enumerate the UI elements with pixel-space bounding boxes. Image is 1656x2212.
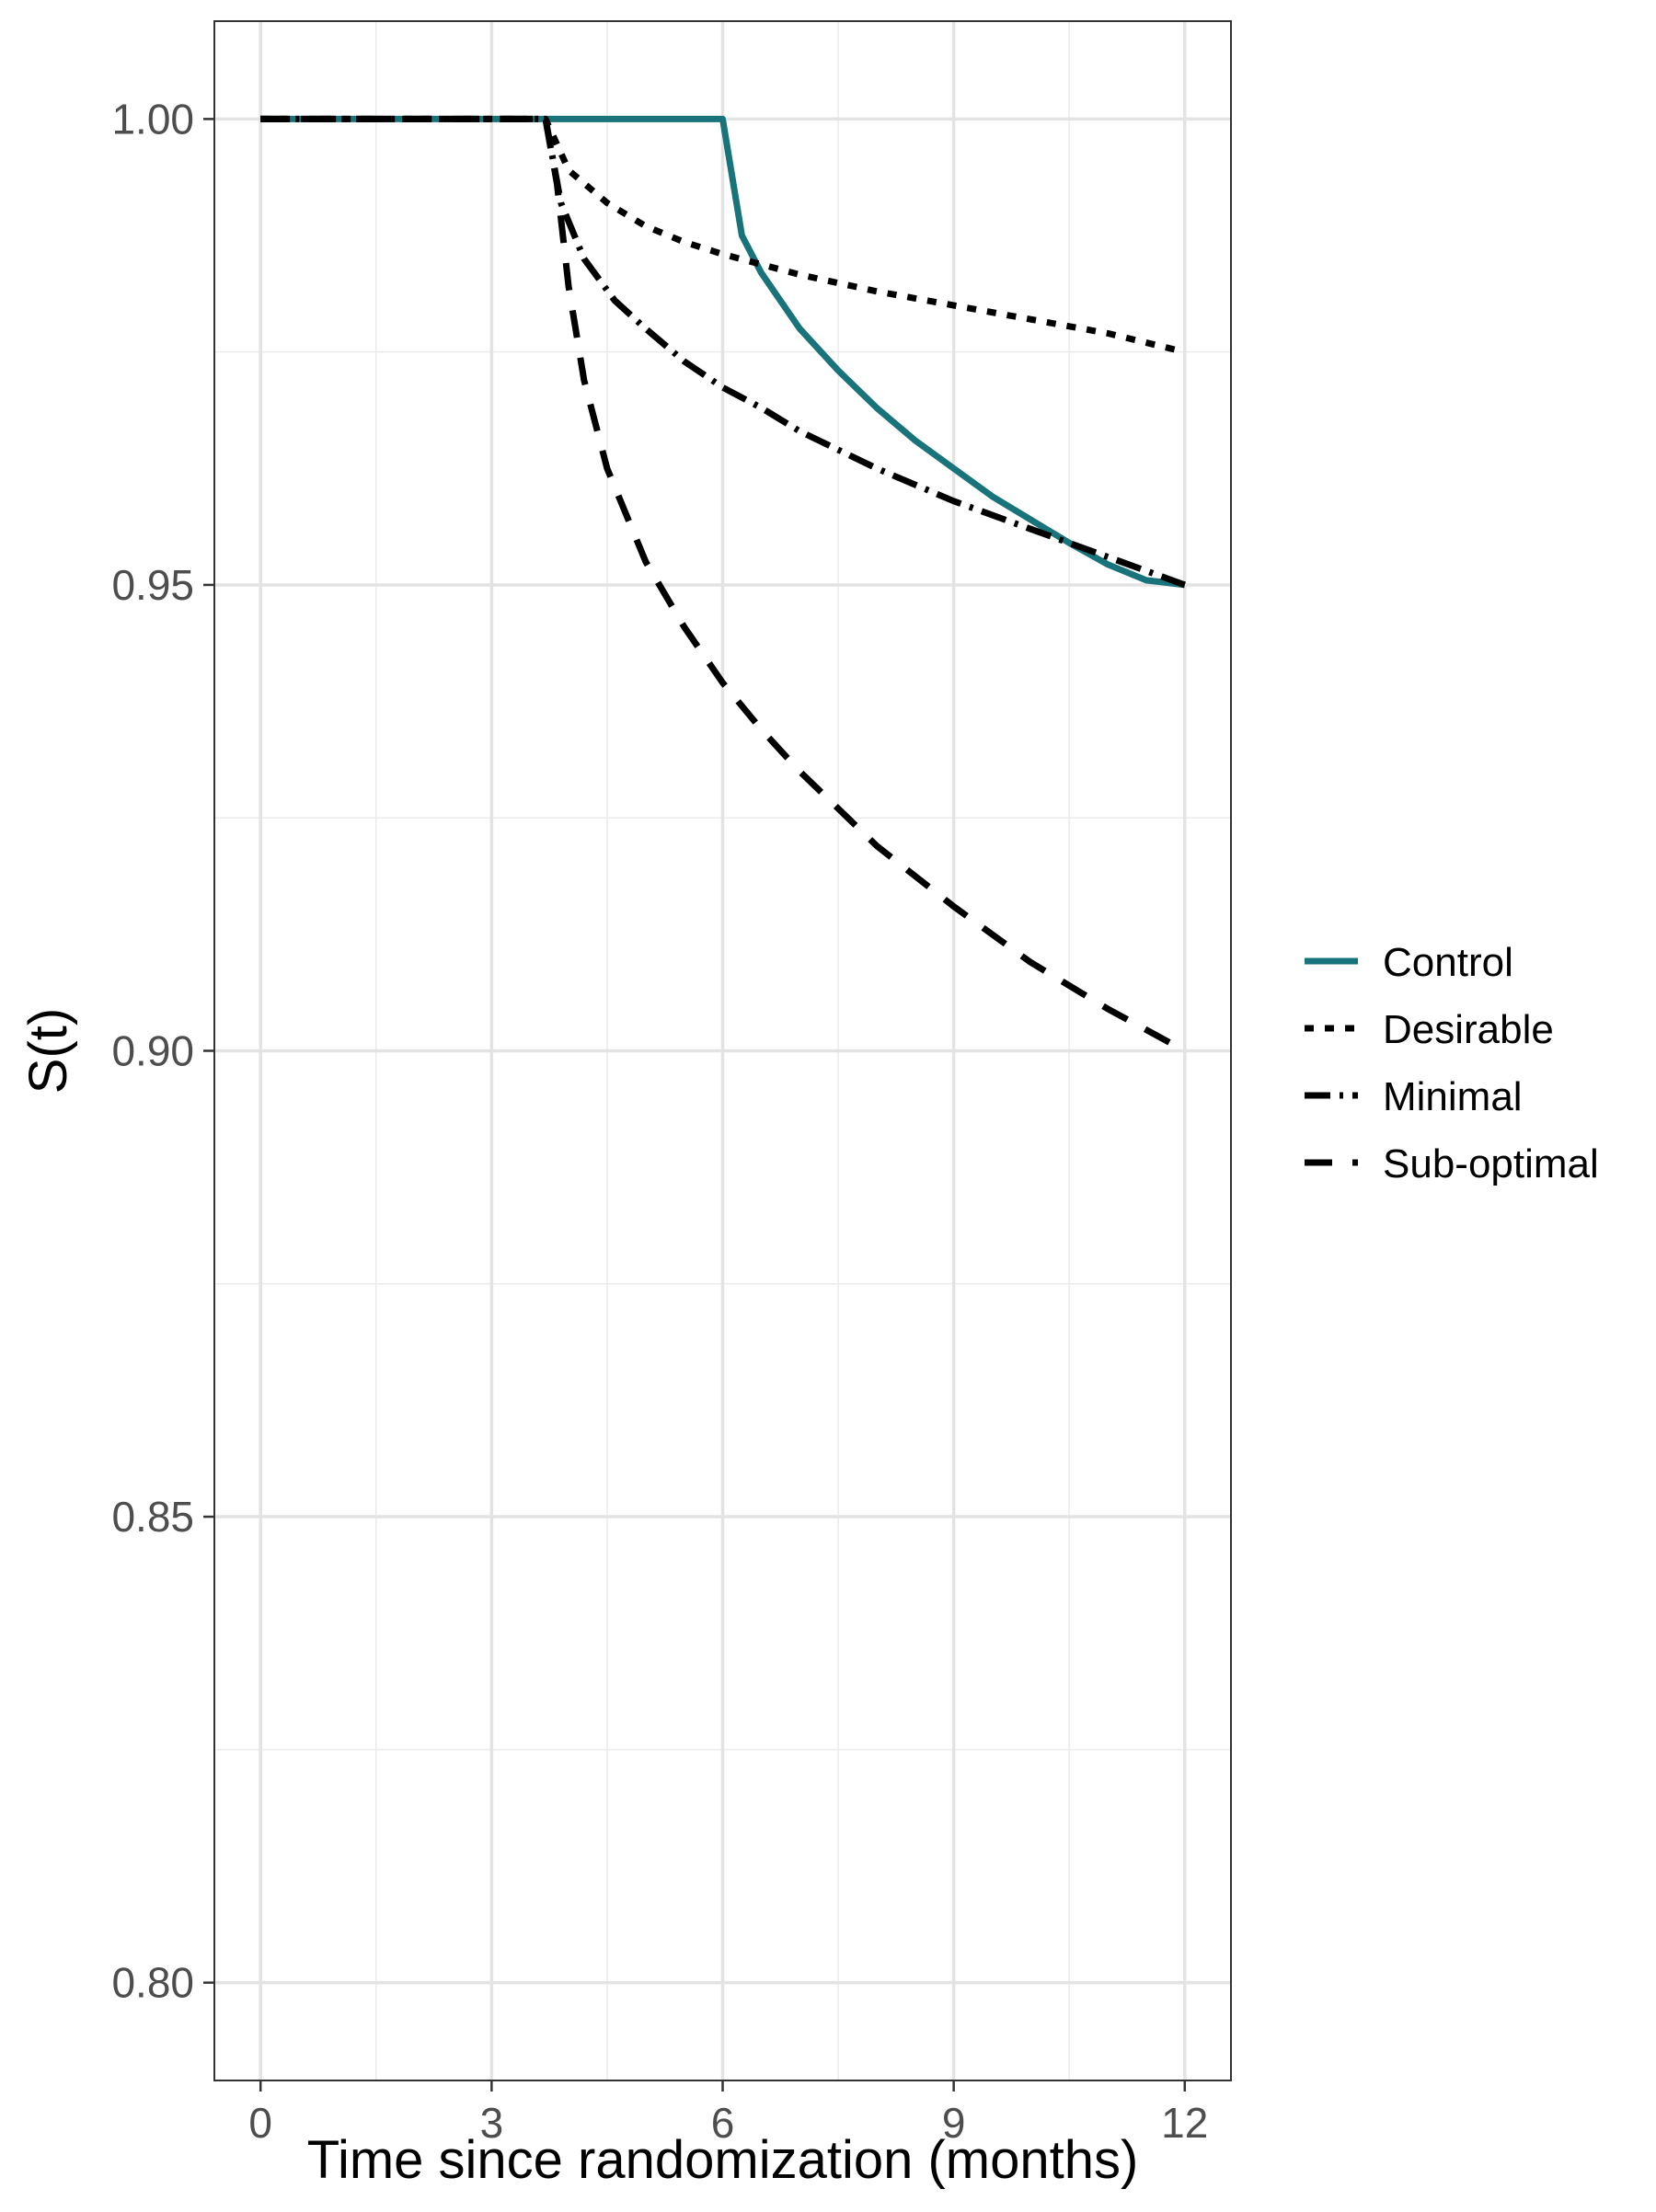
x-tick-label: 3	[480, 2099, 504, 2147]
legend-label: Sub-optimal	[1383, 1141, 1599, 1186]
y-tick-label: 0.85	[111, 1493, 194, 1541]
y-axis-title: S(t)	[18, 1008, 78, 1094]
x-tick-label: 9	[942, 2099, 966, 2147]
x-tick-label: 12	[1161, 2099, 1208, 2147]
legend-label: Control	[1383, 940, 1513, 985]
x-tick-label: 6	[711, 2099, 735, 2147]
legend-label: Desirable	[1383, 1007, 1554, 1052]
y-tick-label: 1.00	[111, 95, 194, 143]
series-layer	[260, 115, 1187, 1054]
series-line-sub-optimal	[260, 115, 1187, 1054]
x-axis-title: Time since randomization (months)	[307, 2130, 1139, 2190]
grid-layer	[214, 21, 1231, 2080]
series-line-minimal	[260, 115, 1186, 589]
series-line-control	[260, 115, 1186, 589]
y-tick-label: 0.80	[111, 1959, 194, 2007]
x-tick-label: 0	[248, 2099, 272, 2147]
y-tick-label: 0.95	[111, 561, 194, 609]
y-tick-label: 0.90	[111, 1027, 194, 1075]
tick-layer: 0 3 6 9 12 0.80 0.85 0.90 0.95 1.00	[111, 95, 1208, 2147]
legend: Control Desirable Minimal Sub-optimal	[1305, 940, 1599, 1186]
legend-label: Minimal	[1383, 1074, 1523, 1119]
